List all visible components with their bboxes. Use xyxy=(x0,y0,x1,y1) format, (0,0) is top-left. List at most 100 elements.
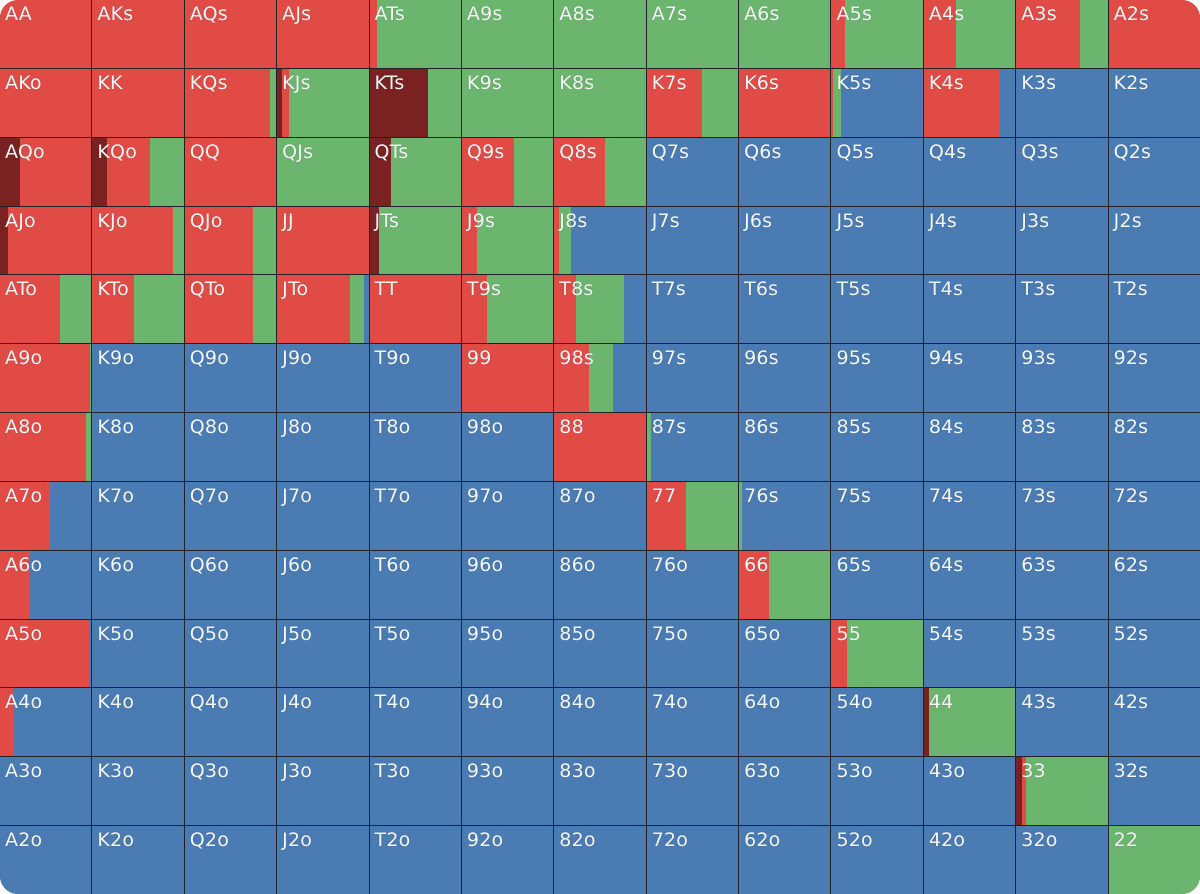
hand-cell-22[interactable]: 22 xyxy=(1108,826,1200,894)
hand-cell-QJo[interactable]: QJo xyxy=(184,206,277,275)
hand-cell-83o[interactable]: 83o xyxy=(554,757,646,826)
hand-cell-95s[interactable]: 95s xyxy=(831,344,923,413)
hand-cell-K4o[interactable]: K4o xyxy=(92,688,184,757)
hand-cell-T6o[interactable]: T6o xyxy=(369,550,461,619)
hand-cell-77[interactable]: 77 xyxy=(646,481,739,550)
hand-cell-J5o[interactable]: J5o xyxy=(277,619,369,688)
hand-cell-92o[interactable]: 92o xyxy=(461,826,554,894)
hand-cell-62s[interactable]: 62s xyxy=(1108,550,1200,619)
hand-cell-J9o[interactable]: J9o xyxy=(277,344,369,413)
hand-cell-98o[interactable]: 98o xyxy=(461,413,554,481)
hand-cell-92s[interactable]: 92s xyxy=(1108,344,1200,413)
hand-cell-J2s[interactable]: J2s xyxy=(1108,206,1200,275)
hand-cell-33[interactable]: 33 xyxy=(1016,757,1108,826)
hand-cell-T7s[interactable]: T7s xyxy=(646,275,739,344)
hand-cell-K4s[interactable]: K4s xyxy=(923,68,1016,137)
hand-cell-85s[interactable]: 85s xyxy=(831,413,923,481)
hand-cell-72o[interactable]: 72o xyxy=(646,826,739,894)
hand-cell-JTo[interactable]: JTo xyxy=(277,275,369,344)
hand-cell-94s[interactable]: 94s xyxy=(923,344,1016,413)
hand-cell-97s[interactable]: 97s xyxy=(646,344,739,413)
hand-cell-84s[interactable]: 84s xyxy=(923,413,1016,481)
hand-cell-74o[interactable]: 74o xyxy=(646,688,739,757)
hand-cell-88[interactable]: 88 xyxy=(554,413,646,481)
hand-cell-J8s[interactable]: J8s xyxy=(554,206,646,275)
hand-cell-T5o[interactable]: T5o xyxy=(369,619,461,688)
hand-cell-T9s[interactable]: T9s xyxy=(461,275,554,344)
hand-cell-76s[interactable]: 76s xyxy=(739,481,831,550)
hand-cell-T7o[interactable]: T7o xyxy=(369,481,461,550)
hand-cell-87s[interactable]: 87s xyxy=(646,413,739,481)
hand-cell-A5o[interactable]: A5o xyxy=(0,619,92,688)
hand-cell-J3s[interactable]: J3s xyxy=(1016,206,1108,275)
hand-cell-83s[interactable]: 83s xyxy=(1016,413,1108,481)
hand-cell-54o[interactable]: 54o xyxy=(831,688,923,757)
hand-cell-A8o[interactable]: A8o xyxy=(0,413,92,481)
hand-cell-44[interactable]: 44 xyxy=(923,688,1016,757)
hand-cell-J2o[interactable]: J2o xyxy=(277,826,369,894)
hand-cell-Q2s[interactable]: Q2s xyxy=(1108,137,1200,206)
hand-cell-A6o[interactable]: A6o xyxy=(0,550,92,619)
hand-cell-95o[interactable]: 95o xyxy=(461,619,554,688)
hand-cell-KJo[interactable]: KJo xyxy=(92,206,184,275)
hand-cell-A9o[interactable]: A9o xyxy=(0,344,92,413)
hand-cell-KQo[interactable]: KQo xyxy=(92,137,184,206)
hand-cell-J6o[interactable]: J6o xyxy=(277,550,369,619)
hand-cell-85o[interactable]: 85o xyxy=(554,619,646,688)
hand-cell-A5s[interactable]: A5s xyxy=(831,0,923,68)
hand-cell-AQs[interactable]: AQs xyxy=(184,0,277,68)
hand-cell-A4o[interactable]: A4o xyxy=(0,688,92,757)
hand-cell-ATs[interactable]: ATs xyxy=(369,0,461,68)
hand-cell-A9s[interactable]: A9s xyxy=(461,0,554,68)
hand-cell-K2o[interactable]: K2o xyxy=(92,826,184,894)
hand-cell-K7s[interactable]: K7s xyxy=(646,68,739,137)
hand-cell-86o[interactable]: 86o xyxy=(554,550,646,619)
hand-cell-75o[interactable]: 75o xyxy=(646,619,739,688)
hand-cell-K9s[interactable]: K9s xyxy=(461,68,554,137)
hand-cell-TT[interactable]: TT xyxy=(369,275,461,344)
hand-cell-82s[interactable]: 82s xyxy=(1108,413,1200,481)
hand-cell-A8s[interactable]: A8s xyxy=(554,0,646,68)
hand-cell-J4o[interactable]: J4o xyxy=(277,688,369,757)
hand-cell-42o[interactable]: 42o xyxy=(923,826,1016,894)
hand-cell-54s[interactable]: 54s xyxy=(923,619,1016,688)
hand-cell-J3o[interactable]: J3o xyxy=(277,757,369,826)
hand-cell-A7o[interactable]: A7o xyxy=(0,481,92,550)
hand-cell-A2o[interactable]: A2o xyxy=(0,826,92,894)
hand-cell-Q6o[interactable]: Q6o xyxy=(184,550,277,619)
hand-cell-K2s[interactable]: K2s xyxy=(1108,68,1200,137)
hand-cell-93s[interactable]: 93s xyxy=(1016,344,1108,413)
hand-cell-AJs[interactable]: AJs xyxy=(277,0,369,68)
hand-cell-JTs[interactable]: JTs xyxy=(369,206,461,275)
hand-cell-Q8s[interactable]: Q8s xyxy=(554,137,646,206)
hand-cell-T3s[interactable]: T3s xyxy=(1016,275,1108,344)
hand-cell-65s[interactable]: 65s xyxy=(831,550,923,619)
hand-cell-T2o[interactable]: T2o xyxy=(369,826,461,894)
hand-cell-QTo[interactable]: QTo xyxy=(184,275,277,344)
hand-cell-J8o[interactable]: J8o xyxy=(277,413,369,481)
hand-cell-A3o[interactable]: A3o xyxy=(0,757,92,826)
hand-cell-KK[interactable]: KK xyxy=(92,68,184,137)
hand-cell-96s[interactable]: 96s xyxy=(739,344,831,413)
hand-cell-T9o[interactable]: T9o xyxy=(369,344,461,413)
hand-cell-T8o[interactable]: T8o xyxy=(369,413,461,481)
hand-cell-K3s[interactable]: K3s xyxy=(1016,68,1108,137)
hand-cell-J9s[interactable]: J9s xyxy=(461,206,554,275)
hand-cell-J7o[interactable]: J7o xyxy=(277,481,369,550)
hand-cell-75s[interactable]: 75s xyxy=(831,481,923,550)
hand-cell-Q2o[interactable]: Q2o xyxy=(184,826,277,894)
hand-cell-K6s[interactable]: K6s xyxy=(739,68,831,137)
hand-cell-K5o[interactable]: K5o xyxy=(92,619,184,688)
hand-cell-AA[interactable]: AA xyxy=(0,0,92,68)
hand-cell-QQ[interactable]: QQ xyxy=(184,137,277,206)
hand-cell-K9o[interactable]: K9o xyxy=(92,344,184,413)
hand-cell-Q9s[interactable]: Q9s xyxy=(461,137,554,206)
hand-cell-97o[interactable]: 97o xyxy=(461,481,554,550)
hand-cell-ATo[interactable]: ATo xyxy=(0,275,92,344)
hand-cell-43s[interactable]: 43s xyxy=(1016,688,1108,757)
hand-cell-84o[interactable]: 84o xyxy=(554,688,646,757)
hand-cell-J7s[interactable]: J7s xyxy=(646,206,739,275)
hand-cell-J5s[interactable]: J5s xyxy=(831,206,923,275)
hand-cell-Q6s[interactable]: Q6s xyxy=(739,137,831,206)
hand-cell-63o[interactable]: 63o xyxy=(739,757,831,826)
